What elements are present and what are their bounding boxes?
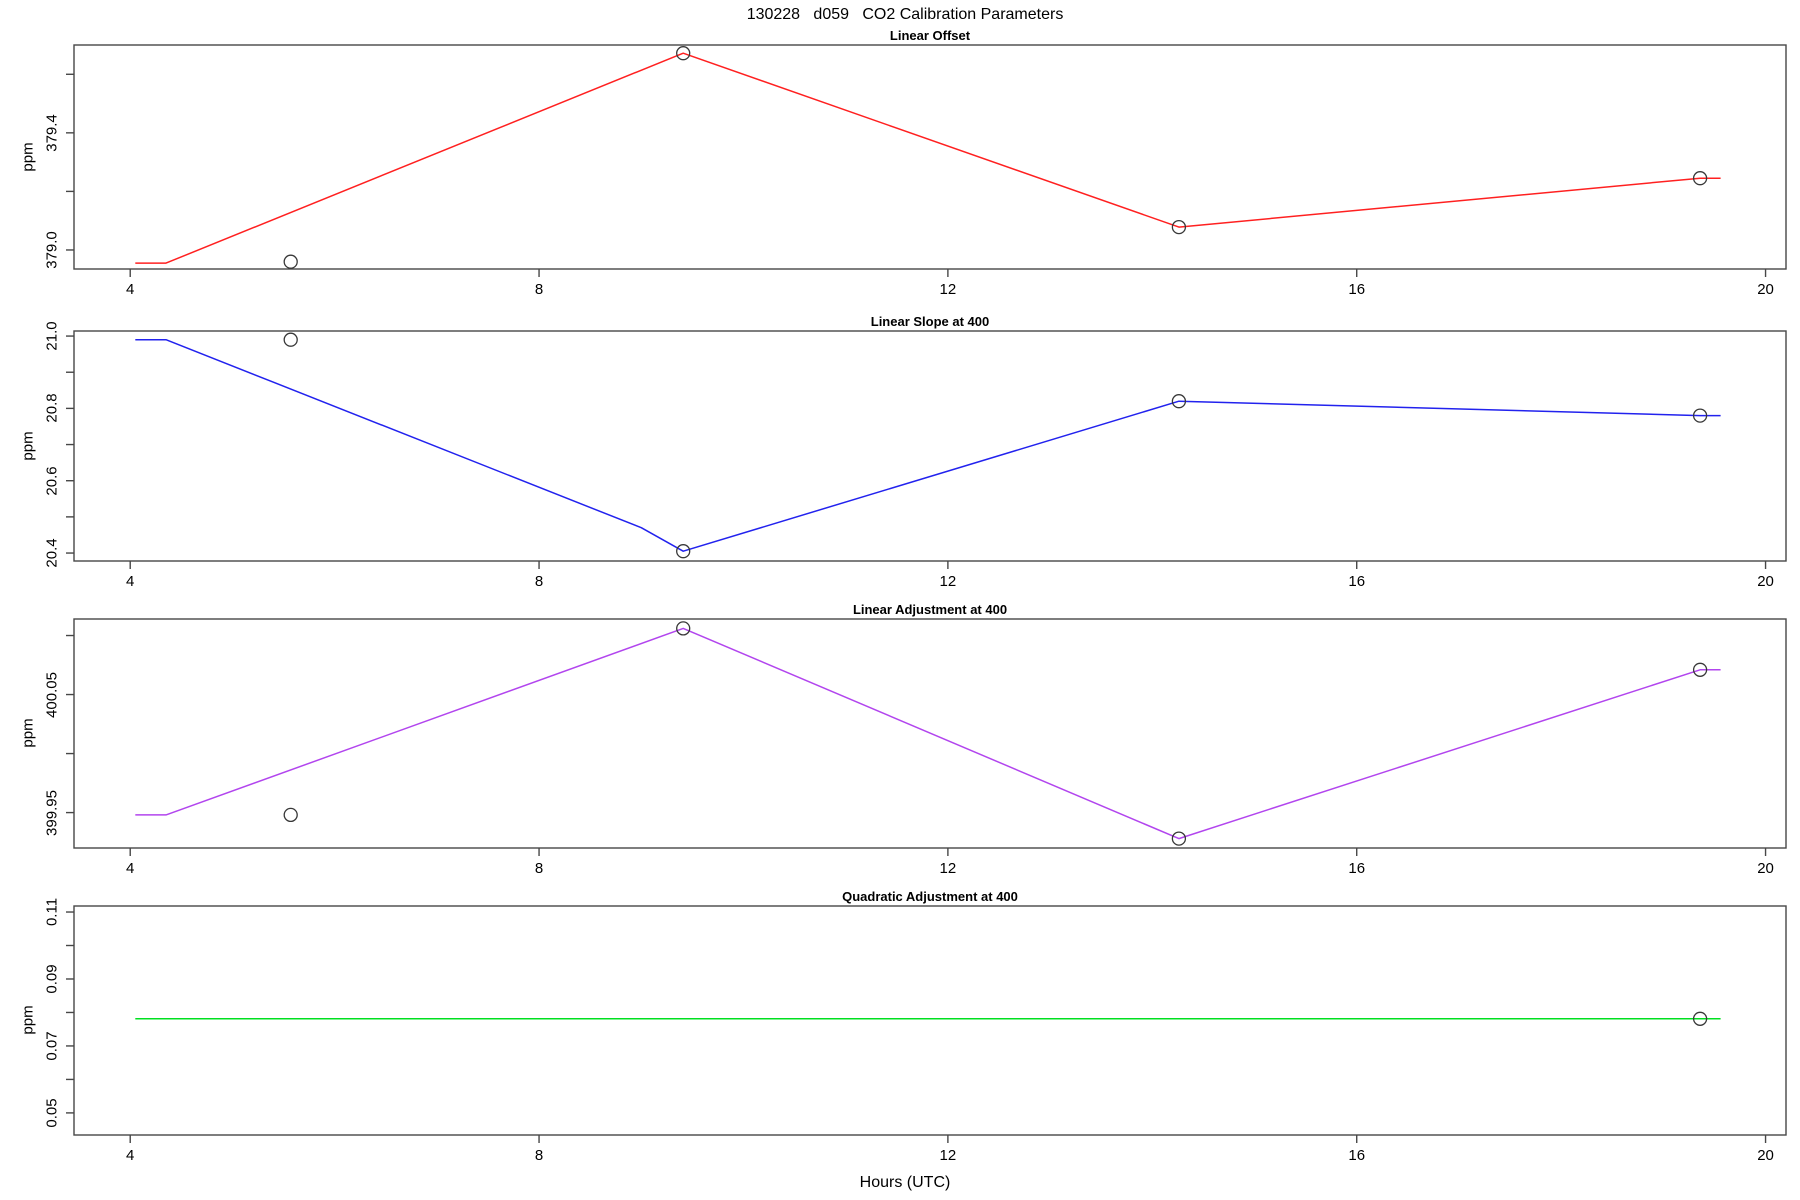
x-tick-label: 16 (1348, 1147, 1366, 1164)
y-tick-label: 0.05 (43, 1098, 61, 1128)
panel-title-linear-offset: Linear Offset (889, 28, 971, 43)
x-tick-label: 12 (939, 281, 957, 298)
x-tick-label: 4 (126, 1147, 135, 1164)
panel-title-quadratic-adjustment: Quadratic Adjustment at 400 (842, 889, 1018, 904)
y-tick-label: 20.8 (43, 393, 61, 423)
y-axis-label-ppm: ppm (19, 718, 37, 748)
x-tick-label: 4 (126, 860, 135, 877)
y-tick-label: 0.07 (43, 1031, 61, 1061)
x-tick-label: 12 (939, 1147, 957, 1164)
x-tick-label: 20 (1757, 860, 1774, 877)
y-axis-label-ppm: ppm (19, 431, 37, 461)
x-tick-label: 12 (939, 573, 957, 590)
x-tick-label: 12 (939, 860, 957, 877)
y-axis-label-ppm: ppm (19, 1005, 37, 1035)
x-tick-label: 16 (1348, 860, 1366, 877)
x-tick-label: 4 (126, 281, 135, 298)
x-tick-label: 20 (1757, 573, 1774, 590)
y-tick-label: 400.05 (43, 671, 61, 718)
y-tick-label: 20.4 (43, 538, 61, 568)
panel-title-linear-adjustment: Linear Adjustment at 400 (852, 602, 1008, 617)
y-axis-label-ppm: ppm (19, 142, 37, 172)
x-tick-label: 16 (1348, 573, 1366, 590)
x-tick-label: 8 (534, 1147, 544, 1164)
y-tick-label: 21.0 (43, 321, 61, 351)
x-tick-label: 16 (1348, 281, 1366, 298)
panel-title-linear-slope: Linear Slope at 400 (870, 314, 990, 329)
x-tick-label: 8 (534, 281, 544, 298)
x-tick-label: 8 (534, 860, 544, 877)
y-tick-label: 0.11 (43, 897, 61, 927)
x-tick-label: 20 (1757, 281, 1774, 298)
y-tick-label: 20.6 (43, 466, 61, 496)
y-tick-label: 379.4 (43, 114, 61, 152)
y-tick-label: 0.09 (43, 964, 61, 994)
page-title: 130228 d059 CO2 Calibration Parameters (746, 6, 1064, 23)
x-tick-label: 4 (126, 573, 135, 590)
y-tick-label: 399.95 (43, 789, 61, 836)
y-tick-label: 379.0 (43, 231, 61, 269)
x-tick-label: 20 (1757, 1147, 1774, 1164)
x-tick-label: 8 (534, 573, 544, 590)
x-axis-label: Hours (UTC) (859, 1174, 951, 1191)
